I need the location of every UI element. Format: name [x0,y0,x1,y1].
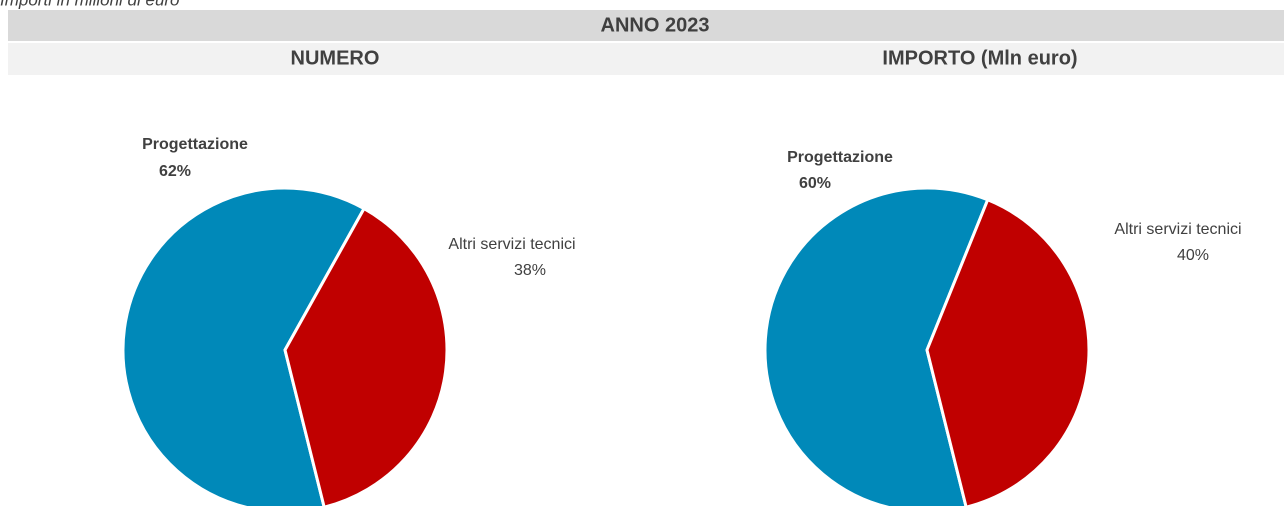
pie-slice [283,206,449,506]
slice-label: Progettazione [787,149,893,166]
pie-slice [925,197,1091,506]
chart-title: NUMERO [291,47,380,69]
slice-label: Altri servizi tecnici [1114,221,1241,238]
slice-value: 62% [159,163,191,180]
slice-label: Altri servizi tecnici [448,236,575,253]
pie-slice [763,186,990,506]
header: ANNO 2023 [601,14,710,36]
slice-label: Progettazione [142,136,248,153]
header-band [8,10,1284,41]
slice-value: 40% [1177,247,1209,264]
slice-value: 60% [799,175,831,192]
slice-value: 38% [514,262,546,279]
subheader-band [8,43,1284,75]
chart-title: IMPORTO (Mln euro) [882,47,1077,69]
note: Importi in milioni di euro [0,0,180,9]
